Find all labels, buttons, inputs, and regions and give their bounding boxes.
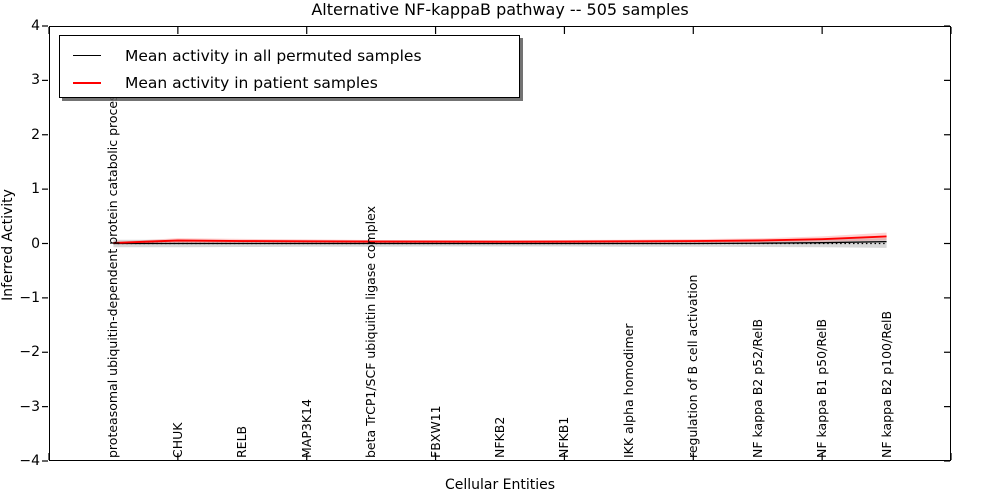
patient-mean-line [113,235,887,244]
x-category-label: NFKB1 [556,416,572,458]
y-tick-label: −2 [19,344,40,361]
plot-frame [49,26,951,461]
x-axis-label: Cellular Entities [444,477,556,493]
x-category-label: RELB [234,425,250,458]
x-category-label: regulation of B cell activation [685,274,701,458]
y-tick-label: 1 [31,181,40,198]
x-category-label: beta TrCP1/SCF ubiquitin ligase complex [363,206,379,458]
y-tick-label: 2 [31,126,40,143]
legend-entry-permuted: Mean activity in all permuted samples [73,42,507,69]
patient-line-sample-icon [73,81,101,84]
x-category-label: NF kappa B2 p100/RelB [878,310,894,458]
x-category-label: FBXW11 [427,405,443,458]
x-category-label: NF kappa B1 p50/RelB [814,318,830,458]
y-tick-label: 3 [31,72,40,89]
x-category-label: IKK alpha homodimer [620,323,636,459]
y-tick-label: −3 [19,398,40,415]
y-tick-label: 0 [31,235,40,252]
x-category-label: MAP3K14 [298,399,314,458]
legend-label-permuted: Mean activity in all permuted samples [125,46,422,65]
x-category-label: NF kappa B2 p52/RelB [749,318,765,458]
permuted-mean-line [113,240,887,245]
x-category-label: CHUK [169,422,185,458]
x-category-label: proteasomal ubiquitin-dependent protein … [105,87,121,458]
legend-entry-patient: Mean activity in patient samples [73,69,507,96]
chart-title: Alternative NF-kappaB pathway -- 505 sam… [311,0,689,19]
y-tick-label: −1 [19,289,40,306]
y-tick-label: −4 [19,453,40,469]
legend: Mean activity in all permuted samples Me… [59,35,520,98]
legend-label-patient: Mean activity in patient samples [125,73,378,92]
permuted-line-sample-icon [73,55,101,56]
x-category-label: NFKB2 [492,416,507,458]
y-tick-label: 4 [31,18,40,34]
